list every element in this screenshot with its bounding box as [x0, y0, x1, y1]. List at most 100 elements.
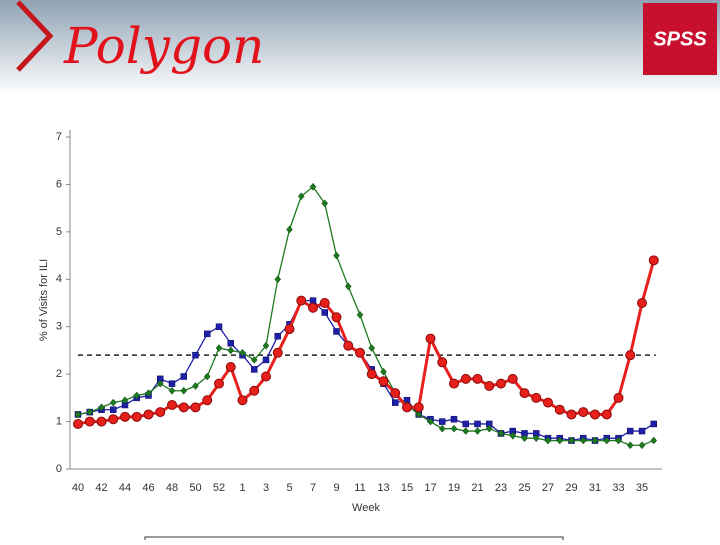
x-tick-label: 17 — [424, 482, 436, 494]
x-tick-label: 15 — [401, 482, 413, 494]
chevron — [16, 0, 54, 72]
marker — [168, 386, 176, 395]
series-line — [77, 299, 655, 442]
marker — [297, 192, 305, 201]
marker — [274, 275, 282, 284]
x-tick-label: 44 — [119, 482, 131, 494]
x-tick-label: 1 — [239, 482, 245, 494]
marker — [521, 434, 528, 443]
x-tick-label: 13 — [377, 482, 389, 494]
marker — [84, 416, 95, 427]
marker — [227, 346, 235, 355]
marker — [474, 420, 481, 428]
marker — [249, 385, 260, 396]
x-tick-label: 25 — [518, 482, 530, 494]
slide-title: Polygon — [63, 17, 264, 75]
marker — [390, 388, 401, 399]
marker — [74, 410, 82, 419]
logo-text: SPSS — [653, 28, 707, 50]
marker — [613, 392, 624, 403]
marker — [120, 411, 130, 422]
x-tick-label: 5 — [286, 482, 292, 494]
marker — [143, 409, 154, 420]
x-tick-label: 7 — [310, 482, 316, 494]
marker — [333, 251, 340, 260]
marker — [286, 225, 293, 234]
x-tick-label: 52 — [213, 482, 225, 494]
series-line — [77, 185, 654, 446]
marker — [543, 397, 553, 408]
marker — [343, 340, 354, 351]
series-line — [77, 259, 656, 426]
logo — [643, 3, 717, 75]
x-tick-label: 33 — [612, 482, 624, 494]
marker — [155, 407, 166, 418]
marker — [204, 330, 211, 338]
marker — [192, 351, 199, 359]
marker — [356, 310, 364, 319]
y-tick-label: 3 — [56, 321, 62, 333]
marker — [578, 407, 589, 418]
marker — [202, 395, 213, 406]
marker — [308, 302, 318, 313]
x-tick-label: 48 — [166, 482, 178, 494]
marker — [121, 396, 129, 405]
marker — [262, 356, 270, 364]
marker — [507, 373, 518, 384]
x-tick-label: 35 — [636, 482, 648, 494]
marker — [180, 386, 188, 395]
marker — [272, 347, 283, 358]
marker — [215, 344, 223, 352]
marker — [415, 410, 423, 419]
x-tick-label: 19 — [448, 482, 460, 494]
marker — [556, 436, 564, 445]
marker — [156, 379, 164, 388]
marker — [214, 378, 224, 389]
marker — [167, 399, 177, 410]
marker — [402, 402, 412, 413]
marker — [178, 402, 189, 413]
x-tick-label: 42 — [95, 482, 107, 494]
marker — [145, 389, 152, 397]
marker — [296, 295, 307, 306]
marker — [333, 328, 340, 335]
marker — [627, 427, 634, 435]
x-tick-label: 40 — [72, 482, 84, 494]
marker — [439, 418, 446, 425]
marker — [625, 350, 636, 361]
marker — [98, 403, 105, 412]
marker — [321, 309, 328, 316]
x-tick-label: 29 — [565, 482, 577, 494]
marker — [237, 395, 248, 406]
marker — [355, 347, 365, 358]
marker — [485, 424, 493, 433]
marker — [250, 356, 258, 364]
x-tick-label: 9 — [333, 482, 339, 494]
marker — [638, 441, 646, 450]
marker — [462, 427, 470, 435]
marker — [650, 420, 657, 428]
marker — [368, 344, 376, 352]
marker — [86, 408, 94, 416]
y-tick-label: 2 — [56, 368, 62, 380]
marker — [133, 391, 141, 400]
marker — [579, 436, 587, 445]
x-axis-label: Week — [352, 502, 380, 514]
marker — [544, 436, 552, 445]
header-band — [0, 0, 720, 95]
marker — [554, 404, 565, 415]
marker — [110, 406, 117, 413]
x-tick-label: 50 — [189, 482, 201, 494]
marker — [497, 429, 505, 438]
x-tick-label: 3 — [263, 482, 269, 494]
y-tick-label: 6 — [56, 178, 62, 190]
x-tick-label: 21 — [471, 482, 483, 494]
y-tick-label: 5 — [56, 226, 62, 238]
marker — [366, 369, 377, 380]
marker — [239, 348, 246, 357]
marker — [225, 362, 236, 373]
marker — [615, 436, 622, 445]
marker — [215, 323, 223, 330]
marker — [378, 376, 389, 387]
